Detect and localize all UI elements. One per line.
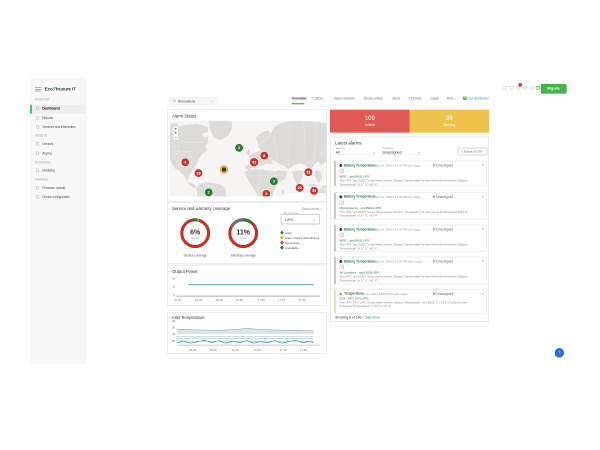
svg-text:39: 39 (306, 170, 310, 174)
svg-text:16:50: 16:50 (231, 348, 239, 352)
svg-text:17:10: 17:10 (278, 298, 286, 302)
svg-text:43: 43 (252, 161, 256, 165)
svg-text:17:20: 17:20 (300, 348, 308, 352)
svg-text:20: 20 (298, 186, 302, 190)
svg-text:Active: Active (239, 236, 247, 240)
svg-text:2k: 2k (172, 276, 176, 280)
svg-text:11%: 11% (236, 230, 250, 237)
svg-text:4: 4 (184, 161, 186, 165)
svg-text:16:20: 16:20 (174, 298, 182, 302)
svg-text:55: 55 (312, 189, 316, 193)
svg-text:17:10: 17:10 (280, 348, 288, 352)
svg-text:9: 9 (265, 192, 267, 196)
svg-text:40: 40 (172, 319, 176, 323)
svg-text:6%: 6% (190, 230, 201, 237)
svg-text:0: 0 (174, 293, 176, 297)
svg-text:16:50: 16:50 (236, 298, 244, 302)
svg-text:8: 8 (263, 154, 265, 158)
svg-text:16:30: 16:30 (195, 298, 203, 302)
svg-text:1k: 1k (172, 284, 176, 288)
svg-text:3: 3 (273, 180, 275, 184)
svg-text:16:40: 16:40 (210, 348, 218, 352)
svg-text:39: 39 (196, 171, 200, 175)
svg-text:30: 30 (172, 332, 176, 336)
svg-text:3: 3 (238, 146, 240, 150)
svg-text:2: 2 (208, 191, 210, 195)
svg-text:35: 35 (172, 326, 176, 330)
svg-text:25: 25 (172, 339, 176, 343)
svg-text:16:40: 16:40 (215, 298, 223, 302)
svg-text:17:20: 17:20 (298, 298, 306, 302)
svg-text:Active: Active (191, 236, 199, 240)
svg-text:17:00: 17:00 (258, 298, 266, 302)
svg-text:17:00: 17:00 (253, 348, 261, 352)
svg-text:16:30: 16:30 (189, 348, 197, 352)
